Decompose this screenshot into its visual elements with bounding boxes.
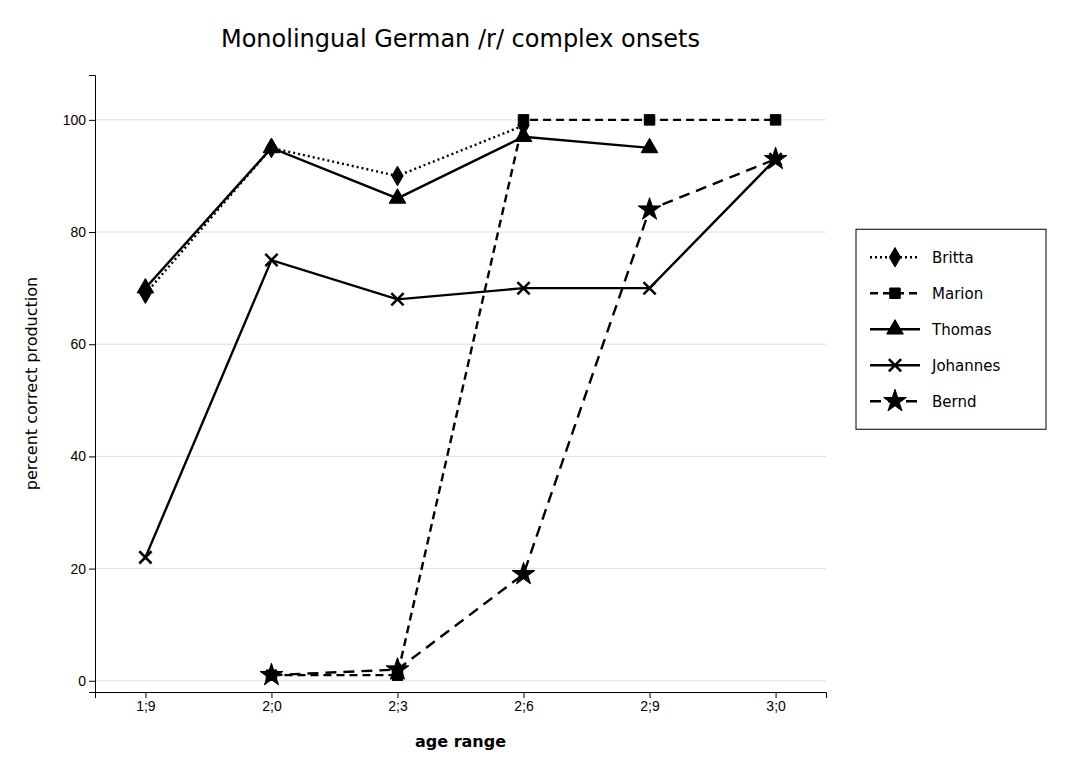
x-axis-title: age range bbox=[415, 732, 506, 751]
grid-line bbox=[95, 680, 826, 681]
tick: 1;9 bbox=[136, 692, 156, 714]
tick: 2;6 bbox=[514, 692, 534, 714]
legend-label: Thomas bbox=[931, 321, 992, 339]
tick-label: 60 bbox=[70, 336, 86, 352]
tick-mark bbox=[89, 569, 95, 570]
plot-area: 1;9 2;0 2;3 2;6 2;9 3;0 0 20 40 60 80 100 bbox=[63, 76, 827, 714]
tick-label: 3;0 bbox=[766, 698, 786, 714]
tick-mark bbox=[89, 120, 95, 121]
series-line bbox=[271, 120, 775, 675]
data-point bbox=[137, 279, 154, 293]
chart-title: Monolingual German /r/ complex onsets bbox=[221, 25, 700, 53]
tick-mark bbox=[89, 681, 95, 682]
tick-label: 2;6 bbox=[514, 698, 534, 714]
series-group bbox=[137, 115, 787, 685]
legend: Britta Marion Thomas Johannes Bernd bbox=[856, 229, 1046, 429]
series-line bbox=[145, 125, 523, 293]
legend-item: Britta bbox=[870, 247, 974, 267]
data-point bbox=[389, 189, 406, 203]
legend-marker bbox=[884, 389, 907, 411]
data-point bbox=[392, 166, 403, 186]
tick: 40 bbox=[70, 448, 95, 464]
data-point bbox=[764, 147, 787, 169]
series-line bbox=[145, 137, 649, 288]
series-line bbox=[145, 159, 775, 557]
legend-item: Marion bbox=[870, 285, 983, 303]
grid-line bbox=[95, 456, 826, 457]
tick: 100 bbox=[63, 112, 95, 128]
tick-mark bbox=[89, 344, 95, 345]
tick-mark bbox=[89, 456, 95, 457]
data-point bbox=[641, 138, 658, 152]
legend-marker bbox=[889, 359, 901, 371]
legend-item: Johannes bbox=[870, 357, 1001, 375]
data-point bbox=[260, 663, 283, 685]
legend-label: Marion bbox=[932, 285, 983, 303]
series-line bbox=[271, 159, 775, 675]
y-axis: 0 20 40 60 80 100 bbox=[63, 76, 96, 693]
grid-line bbox=[95, 232, 826, 233]
data-point bbox=[265, 254, 277, 266]
chart-svg: 1;9 2;0 2;3 2;6 2;9 3;0 0 20 40 60 80 100 Monolingua… bbox=[0, 0, 1066, 777]
data-point bbox=[770, 115, 780, 125]
tick-mark bbox=[89, 232, 95, 233]
tick-label: 2;9 bbox=[640, 698, 660, 714]
legend-frame bbox=[856, 229, 1046, 429]
tick-label: 20 bbox=[70, 561, 86, 577]
legend-item: Thomas bbox=[870, 320, 992, 339]
tick: 2;9 bbox=[640, 692, 660, 714]
y-axis-title: percent correct production bbox=[22, 277, 41, 490]
tick: 2;0 bbox=[262, 692, 282, 714]
tick: 3;0 bbox=[766, 692, 786, 714]
data-point bbox=[518, 115, 528, 125]
data-point bbox=[517, 282, 529, 294]
tick-label: 100 bbox=[63, 112, 87, 128]
axis-line bbox=[96, 693, 827, 699]
grid bbox=[95, 120, 826, 681]
legend-item: Bernd bbox=[870, 389, 976, 411]
tick-label: 0 bbox=[78, 673, 86, 689]
legend-marker bbox=[890, 288, 900, 298]
legend-marker bbox=[887, 320, 904, 334]
tick-label: 80 bbox=[70, 224, 86, 240]
axis-line bbox=[89, 76, 96, 693]
data-point bbox=[644, 115, 654, 125]
tick: 20 bbox=[70, 561, 95, 577]
data-point bbox=[386, 658, 409, 680]
tick: 60 bbox=[70, 336, 95, 352]
tick-label: 1;9 bbox=[136, 698, 156, 714]
legend-label: Britta bbox=[932, 249, 974, 267]
data-point bbox=[515, 127, 532, 141]
data-point bbox=[512, 562, 535, 584]
data-point bbox=[638, 198, 661, 220]
tick: 80 bbox=[70, 224, 95, 240]
tick-label: 2;0 bbox=[262, 698, 282, 714]
grid-line bbox=[95, 568, 826, 569]
data-point bbox=[139, 551, 151, 563]
tick: 0 bbox=[78, 673, 95, 689]
data-point bbox=[643, 282, 655, 294]
grid-line bbox=[95, 344, 826, 345]
data-point bbox=[391, 293, 403, 305]
tick: 2;3 bbox=[388, 692, 408, 714]
x-axis: 1;9 2;0 2;3 2;6 2;9 3;0 bbox=[96, 692, 827, 714]
legend-label: Bernd bbox=[932, 393, 976, 411]
tick-label: 2;3 bbox=[388, 698, 408, 714]
legend-label: Johannes bbox=[931, 357, 1001, 375]
tick-label: 40 bbox=[70, 448, 86, 464]
legend-marker bbox=[889, 247, 900, 267]
data-point bbox=[263, 138, 280, 152]
